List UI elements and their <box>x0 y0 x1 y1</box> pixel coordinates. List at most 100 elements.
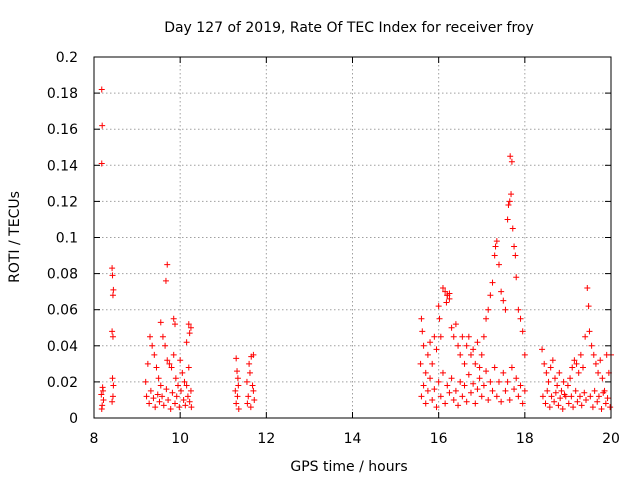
data-point <box>235 405 242 412</box>
data-point <box>567 375 574 382</box>
data-point <box>177 357 184 364</box>
data-point <box>439 285 446 292</box>
data-point <box>424 351 431 358</box>
data-point <box>565 400 572 407</box>
data-point <box>164 357 171 364</box>
data-point <box>443 299 450 306</box>
data-point <box>437 393 444 400</box>
data-point <box>171 400 178 407</box>
data-point <box>110 286 117 293</box>
data-point <box>147 387 154 394</box>
data-point <box>109 272 116 279</box>
data-point <box>446 295 453 302</box>
data-point <box>169 389 176 396</box>
data-point <box>570 404 577 411</box>
data-point <box>521 351 528 358</box>
data-point <box>418 393 425 400</box>
data-point <box>152 404 159 411</box>
data-point <box>422 369 429 376</box>
data-point <box>157 382 164 389</box>
data-point <box>182 402 189 409</box>
data-point <box>459 393 466 400</box>
y-tick-label: 0.04 <box>47 339 78 355</box>
data-point <box>588 342 595 349</box>
y-axis-label: ROTI / TECUs <box>7 191 23 283</box>
data-point <box>487 292 494 299</box>
data-point <box>109 393 116 400</box>
data-point <box>109 333 116 340</box>
y-tick-label: 0.1 <box>56 231 78 247</box>
y-tick-label: 0.06 <box>47 303 78 319</box>
data-point <box>234 375 241 382</box>
data-point <box>446 389 453 396</box>
data-point <box>452 387 459 394</box>
data-point <box>545 378 552 385</box>
data-point <box>539 393 546 400</box>
data-point <box>167 405 174 412</box>
data-point <box>517 315 524 322</box>
data-point <box>245 393 252 400</box>
data-point <box>574 398 581 405</box>
data-point <box>487 378 494 385</box>
data-point <box>232 387 239 394</box>
data-point <box>557 395 564 402</box>
data-point <box>461 382 468 389</box>
data-point <box>546 404 553 411</box>
data-point <box>183 382 190 389</box>
data-point <box>465 371 472 378</box>
data-point <box>559 405 566 412</box>
data-point <box>170 351 177 358</box>
data-point <box>109 328 116 335</box>
data-point <box>455 342 462 349</box>
data-point <box>519 328 526 335</box>
data-point <box>554 382 561 389</box>
data-point <box>600 389 607 396</box>
data-point <box>142 378 149 385</box>
data-point <box>235 382 242 389</box>
data-point <box>555 402 562 409</box>
data-point <box>176 404 183 411</box>
data-point <box>165 396 172 403</box>
data-point <box>455 402 462 409</box>
data-point <box>513 274 520 281</box>
data-point <box>172 375 179 382</box>
data-point <box>577 351 584 358</box>
data-point <box>513 375 520 382</box>
data-point <box>505 202 512 209</box>
data-point <box>587 393 594 400</box>
data-point <box>188 404 195 411</box>
data-point <box>573 360 580 367</box>
data-point <box>597 357 604 364</box>
data-point <box>149 342 156 349</box>
data-point <box>159 333 166 340</box>
y-tick-label: 0.2 <box>56 50 78 66</box>
data-point <box>166 360 173 367</box>
data-point <box>491 364 498 371</box>
x-tick-label: 12 <box>257 431 275 447</box>
data-point <box>98 160 105 167</box>
data-point <box>249 382 256 389</box>
data-point <box>581 389 588 396</box>
data-point <box>431 386 438 393</box>
data-point <box>476 364 483 371</box>
data-point <box>572 387 579 394</box>
data-point <box>151 351 158 358</box>
data-point <box>502 306 509 313</box>
data-point <box>590 351 597 358</box>
data-point <box>186 398 193 405</box>
data-point <box>515 306 522 313</box>
data-point <box>594 398 601 405</box>
data-point <box>100 396 107 403</box>
data-point <box>154 391 161 398</box>
data-point <box>542 400 549 407</box>
data-point <box>492 243 499 250</box>
data-point <box>153 364 160 371</box>
data-point <box>544 387 551 394</box>
data-point <box>489 279 496 286</box>
data-point <box>463 342 470 349</box>
data-point <box>109 398 116 405</box>
data-point <box>250 351 257 358</box>
data-point <box>478 393 485 400</box>
data-point <box>433 404 440 411</box>
data-point <box>547 364 554 371</box>
